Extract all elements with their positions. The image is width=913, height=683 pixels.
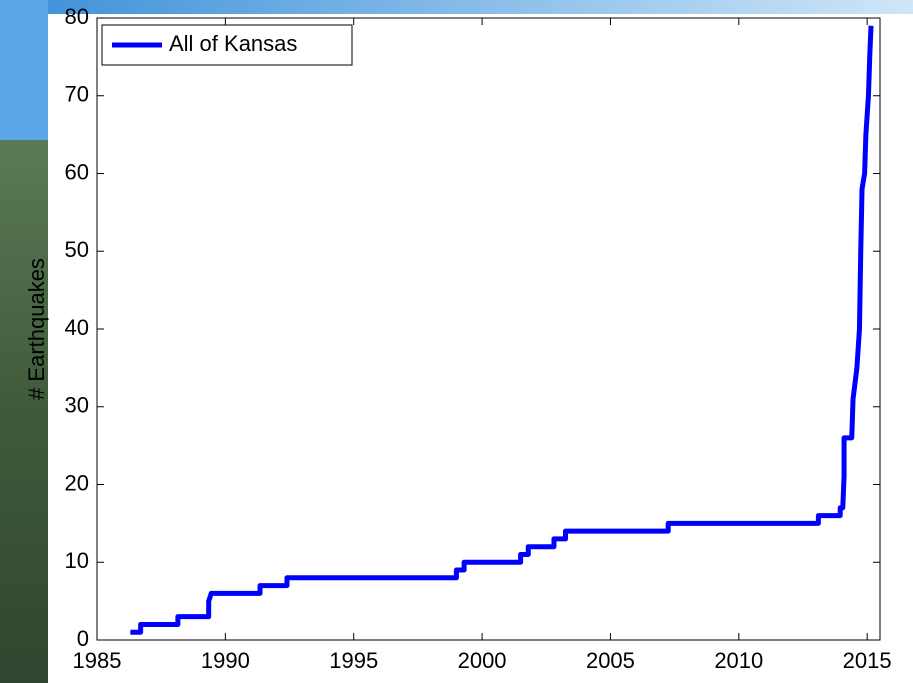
x-tick-label: 2005 [586,648,635,673]
y-tick-label: 30 [65,393,89,418]
left-image [0,140,48,683]
y-tick-label: 60 [65,159,89,184]
top-band [0,0,913,14]
x-tick-label: 1985 [73,648,122,673]
legend-label: All of Kansas [169,31,297,56]
y-tick-label: 80 [65,4,89,29]
x-tick-label: 2010 [714,648,763,673]
y-tick-label: 40 [65,315,89,340]
left-band [0,0,48,140]
x-tick-label: 1995 [329,648,378,673]
y-tick-label: 20 [65,470,89,495]
chart: # Earthquakes 01020304050607080198519901… [0,0,913,683]
x-tick-label: 2015 [843,648,892,673]
y-tick-label: 70 [65,82,89,107]
figure-area [48,14,913,683]
y-axis-label: # Earthquakes [24,258,49,400]
x-tick-label: 1990 [201,648,250,673]
y-tick-label: 10 [65,548,89,573]
y-tick-label: 50 [65,237,89,262]
x-tick-label: 2000 [458,648,507,673]
